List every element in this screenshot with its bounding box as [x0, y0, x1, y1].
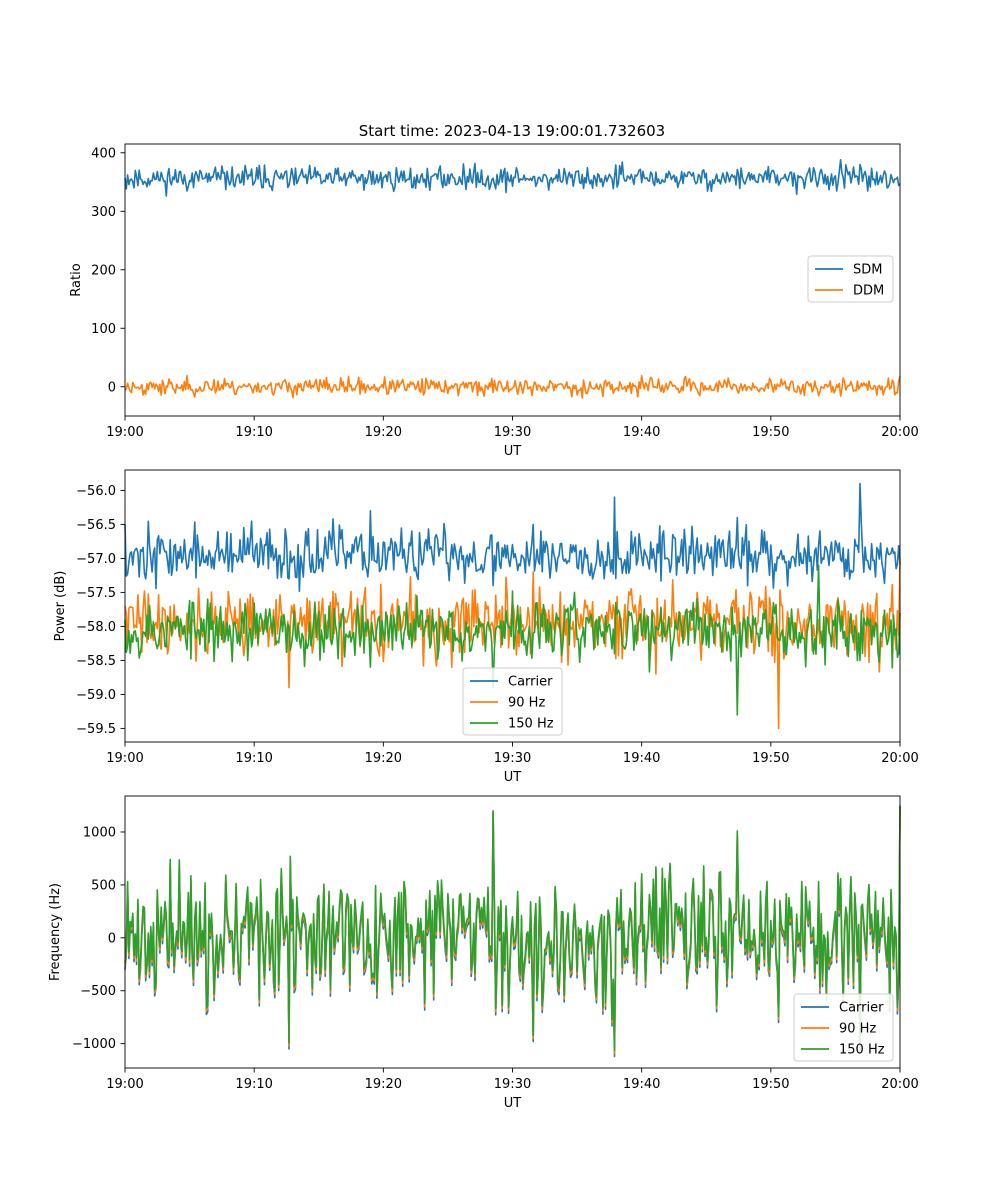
x-tick-label: 20:00 — [881, 1077, 918, 1092]
legend-label: Carrier — [839, 1001, 884, 1016]
y-tick-label: −500 — [80, 984, 116, 999]
y-tick-label: −58.0 — [76, 620, 116, 635]
figure-title: Start time: 2023-04-13 19:00:01.732603 — [359, 122, 665, 140]
legend-label: Carrier — [508, 675, 553, 690]
x-tick-label: 19:20 — [365, 425, 402, 440]
legend-label: 90 Hz — [508, 696, 545, 711]
y-tick-label: 500 — [91, 878, 116, 893]
y-tick-label: −57.0 — [76, 552, 116, 567]
y-tick-label: 1000 — [83, 825, 116, 840]
legend: Carrier 90 Hz 150 Hz — [793, 993, 894, 1062]
series-line-150-hz — [124, 805, 901, 1051]
series-line-150-hz — [124, 564, 901, 716]
y-tick-label: −57.5 — [76, 586, 116, 601]
chart-panel-2: 19:00 19:10 19:20 19:30 19:40 19:50 20:00 UT −59… — [53, 469, 919, 785]
legend-label: 150 Hz — [508, 717, 554, 732]
y-tick-label: −58.5 — [76, 654, 116, 669]
y-tick-label: −56.0 — [76, 484, 116, 499]
chart-panel-3: 19:00 19:10 19:20 19:30 19:40 19:50 20:00 UT −10… — [48, 795, 919, 1111]
y-tick-label: −1000 — [72, 1037, 116, 1052]
x-tick-label: 19:20 — [365, 751, 402, 766]
x-tick-label: 19:40 — [623, 1077, 660, 1092]
x-tick-label: 19:50 — [752, 425, 789, 440]
y-tick-label: −56.5 — [76, 518, 116, 533]
x-axis-label: UT — [504, 770, 522, 785]
x-axis-label: UT — [504, 444, 522, 459]
legend: Carrier 90 Hz 150 Hz — [462, 667, 563, 736]
y-axis-label: Frequency (Hz) — [48, 883, 63, 981]
y-tick-label: −59.0 — [76, 688, 116, 703]
y-tick-label: 300 — [91, 205, 116, 220]
x-tick-label: 19:50 — [752, 751, 789, 766]
series-line-sdm — [124, 159, 901, 197]
y-axis-label: Ratio — [69, 263, 84, 296]
x-tick-label: 19:10 — [235, 1077, 272, 1092]
y-tick-label: 0 — [108, 380, 116, 395]
legend-box — [462, 667, 563, 736]
x-tick-label: 19:00 — [106, 1077, 143, 1092]
y-tick-label: −59.5 — [76, 722, 116, 737]
legend-label: SDM — [853, 263, 882, 278]
y-axis-label: Power (dB) — [53, 571, 68, 642]
legend-label: 90 Hz — [839, 1022, 876, 1037]
y-tick-label: 100 — [91, 322, 116, 337]
legend-label: DDM — [853, 284, 884, 299]
y-tick-label: 400 — [91, 146, 116, 161]
legend-box — [793, 993, 894, 1062]
x-tick-label: 19:40 — [623, 425, 660, 440]
x-tick-label: 20:00 — [881, 751, 918, 766]
x-tick-label: 19:10 — [235, 425, 272, 440]
x-tick-label: 20:00 — [881, 425, 918, 440]
x-tick-label: 19:00 — [106, 425, 143, 440]
chart-panel-1: 19:00 19:10 19:20 19:30 19:40 19:50 20:00 UT 0 10… — [69, 143, 919, 459]
y-tick-label: 0 — [108, 931, 116, 946]
x-tick-label: 19:10 — [235, 751, 272, 766]
series-line-ddm — [124, 374, 901, 399]
x-axis-label: UT — [504, 1096, 522, 1111]
legend: SDM DDM — [807, 255, 894, 303]
series-line-carrier — [124, 482, 901, 593]
x-tick-label: 19:00 — [106, 751, 143, 766]
x-tick-label: 19:40 — [623, 751, 660, 766]
x-tick-label: 19:50 — [752, 1077, 789, 1092]
x-tick-label: 19:30 — [494, 425, 531, 440]
x-tick-label: 19:30 — [494, 751, 531, 766]
y-tick-label: 200 — [91, 263, 116, 278]
legend-label: 150 Hz — [839, 1043, 885, 1058]
x-tick-label: 19:20 — [365, 1077, 402, 1092]
x-tick-label: 19:30 — [494, 1077, 531, 1092]
